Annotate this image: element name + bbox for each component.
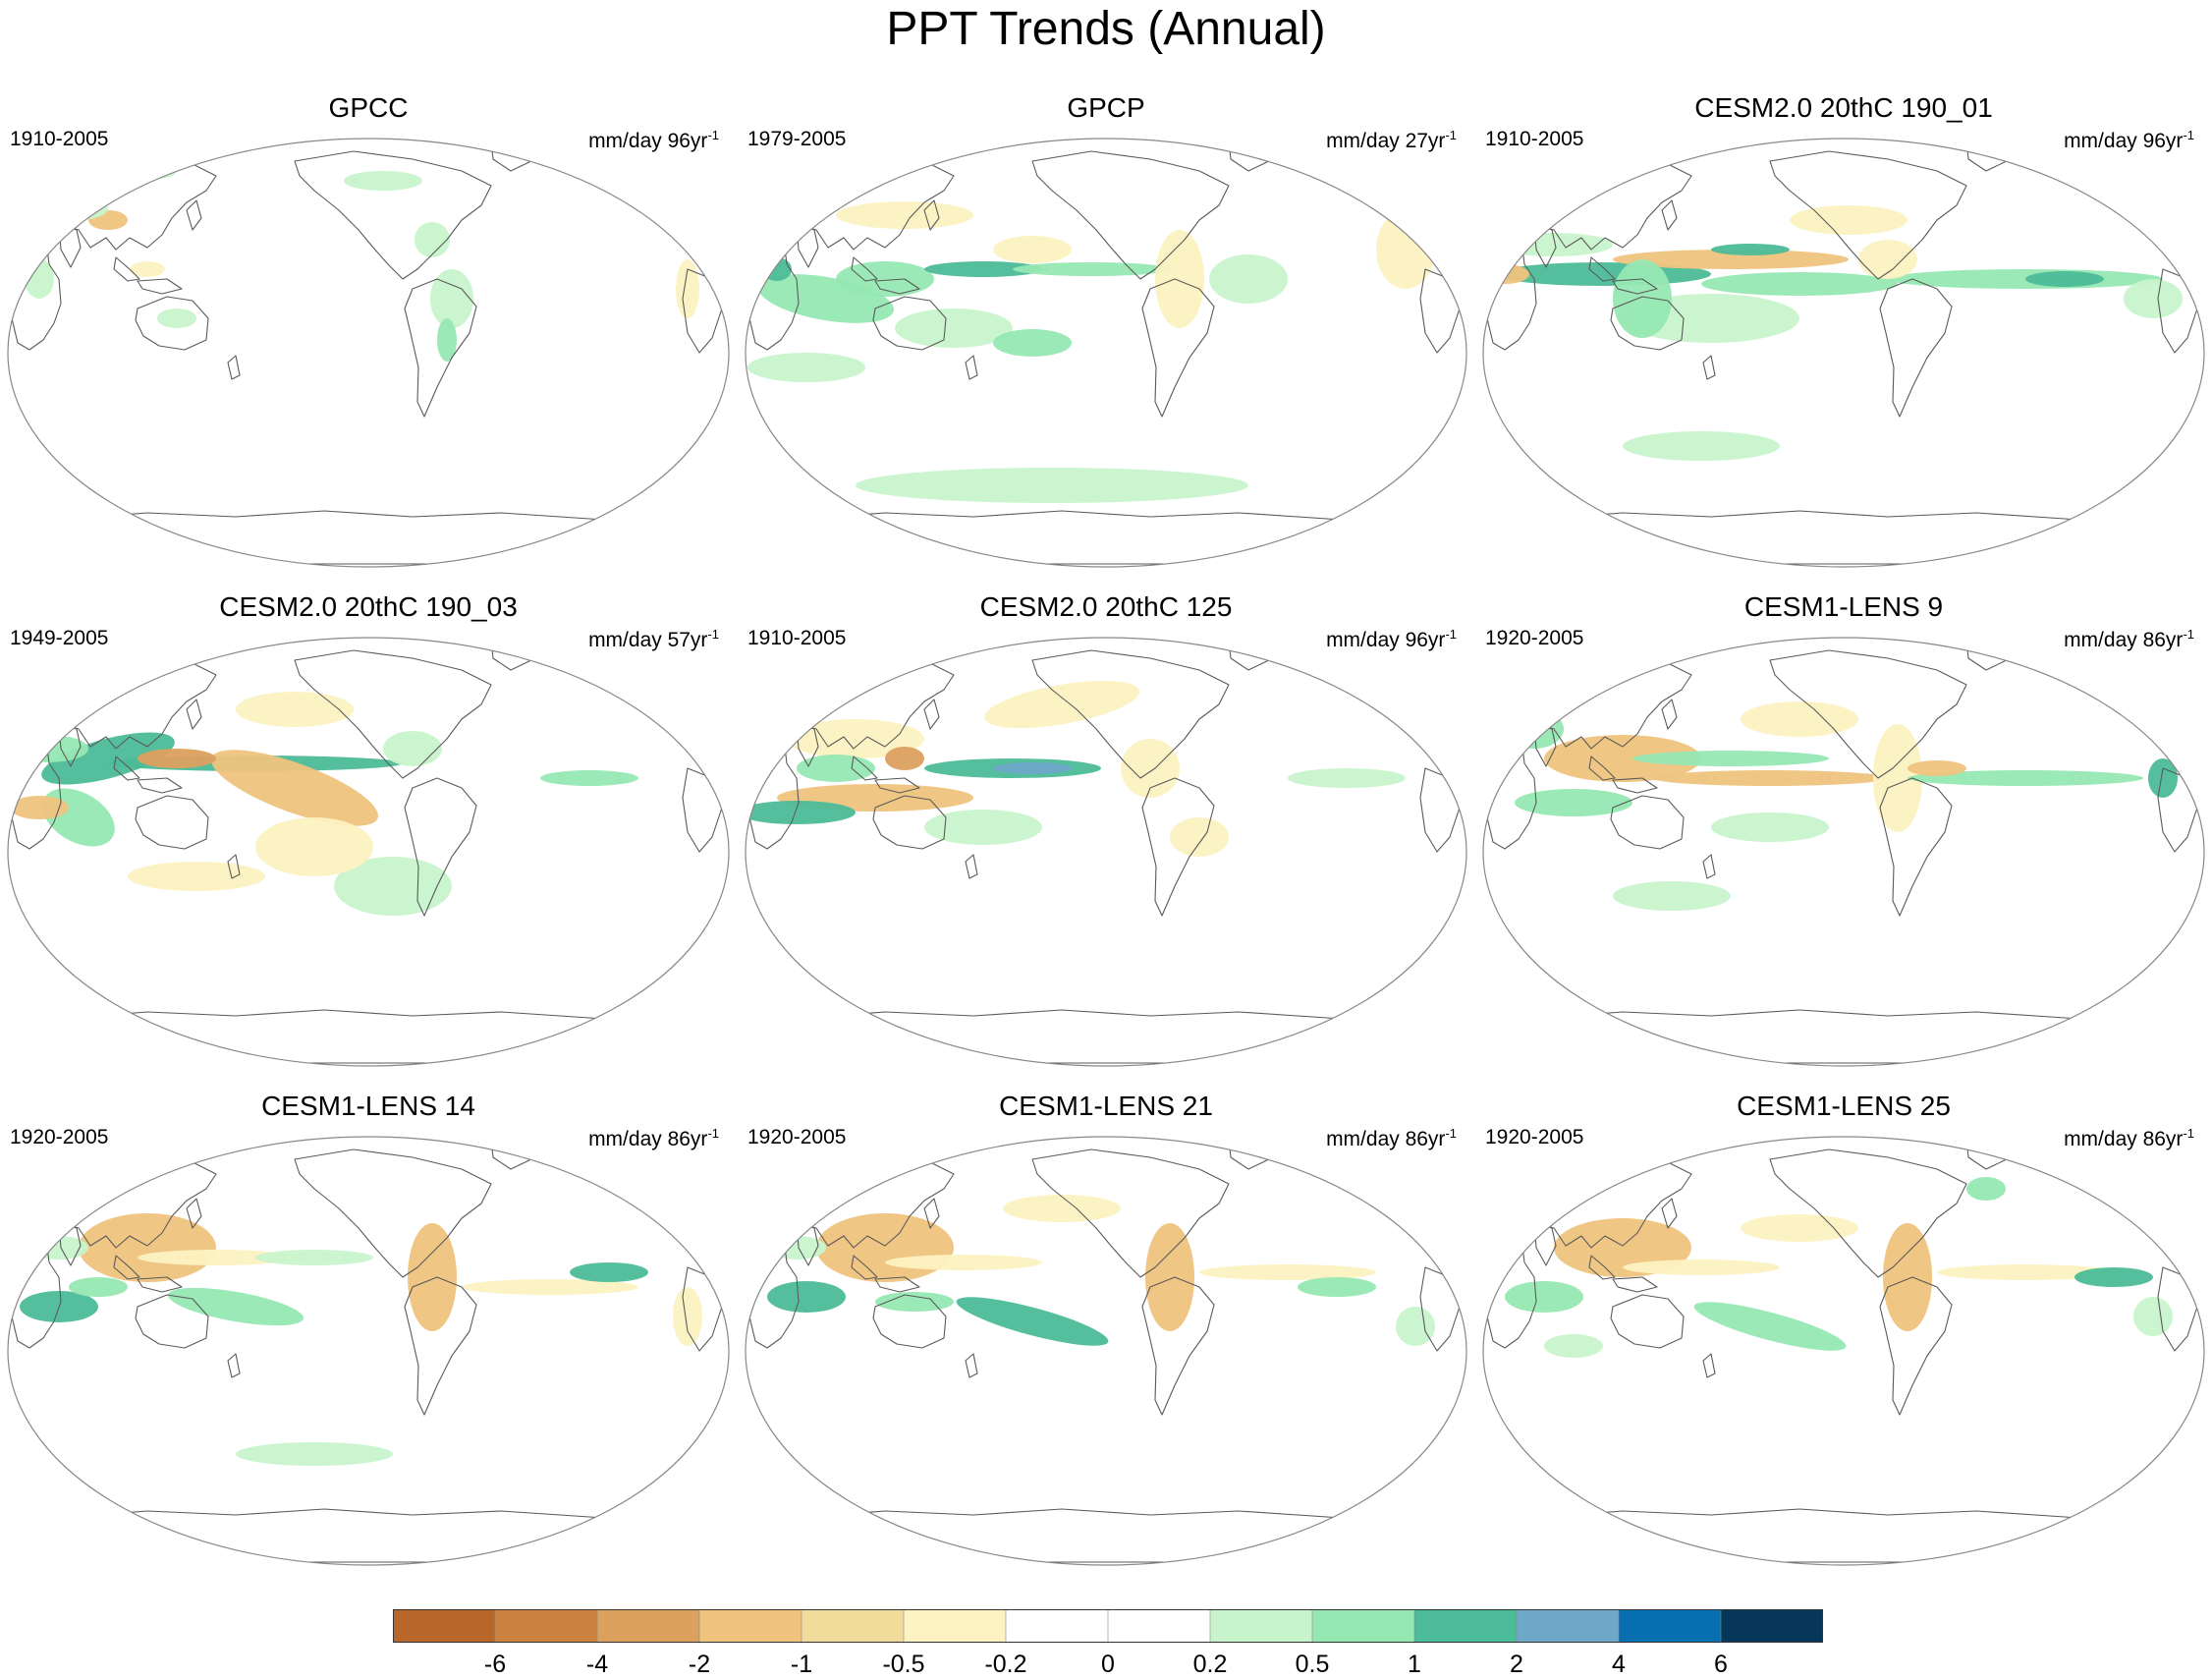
colorbar [393,1609,1823,1643]
period-label: 1910-2005 [10,128,109,150]
colorbar-tick-label: 0.5 [1295,1651,1330,1678]
trend-map [1482,1136,2205,1566]
panel-cesm2-125: CESM2.0 20thC 125 1910-2005 mm/day 96yr-… [738,589,1474,1071]
panel-cesm1-lens-21: CESM1-LENS 21 1920-2005 mm/day 86yr-1 [738,1089,1474,1570]
panel-cesm1-lens-14: CESM1-LENS 14 1920-2005 mm/day 86yr-1 [0,1089,737,1570]
trend-map [745,1136,1467,1566]
colorbar-swatch [1517,1609,1620,1643]
trend-map [7,138,730,568]
colorbar-tick-label: -0.2 [984,1651,1027,1678]
period-label: 1920-2005 [1485,1126,1584,1148]
panel-title: GPCP [1067,92,1145,123]
period-label: 1920-2005 [10,1126,109,1148]
period-label: 1949-2005 [10,627,109,649]
units-label: mm/day 86yr-1 [1326,1126,1457,1150]
trend-map [745,138,1467,568]
panel-title: CESM2.0 20thC 125 [979,591,1233,622]
units-label: mm/day 96yr-1 [2064,128,2194,152]
colorbar-swatch [1414,1609,1518,1643]
units-label: mm/day 86yr-1 [2064,1126,2194,1150]
trend-map [745,637,1467,1067]
units-label: mm/day 86yr-1 [2064,627,2194,651]
period-label: 1920-2005 [1485,627,1584,649]
units-label: mm/day 27yr-1 [1326,128,1457,152]
colorbar-swatch [802,1609,905,1643]
panel-title: CESM1-LENS 25 [1737,1091,1951,1121]
panel-cesm2-190-01: CESM2.0 20thC 190_01 1910-2005 mm/day 96… [1475,90,2212,572]
colorbar-swatch [1108,1609,1211,1643]
colorbar-tick-label: -4 [585,1651,609,1678]
colorbar-swatch [904,1609,1007,1643]
colorbar-tick-label: 2 [1510,1651,1523,1678]
panel-title: CESM1-LENS 9 [1743,591,1944,622]
colorbar-tick-label: 6 [1714,1651,1728,1678]
colorbar-swatch [393,1609,496,1643]
panel-cesm1-lens-9: CESM1-LENS 9 1920-2005 mm/day 86yr-1 [1475,589,2212,1071]
colorbar-swatch [495,1609,598,1643]
colorbar-tick-label: -2 [688,1651,711,1678]
panel-title: CESM1-LENS 14 [261,1091,475,1121]
units-label: mm/day 57yr-1 [588,627,719,651]
colorbar-swatch [1721,1609,1823,1643]
colorbar-tick-label: 1 [1408,1651,1421,1678]
period-label: 1979-2005 [747,128,847,150]
panel-cesm2-190-03: CESM2.0 20thC 190_03 1949-2005 mm/day 57… [0,589,737,1071]
colorbar-swatch [699,1609,802,1643]
colorbar-swatch [1619,1609,1722,1643]
period-label: 1910-2005 [1485,128,1584,150]
panel-cesm1-lens-25: CESM1-LENS 25 1920-2005 mm/day 86yr-1 [1475,1089,2212,1570]
colorbar-tick-label: -0.5 [882,1651,925,1678]
panel-title: GPCC [328,92,409,123]
colorbar-swatch [1312,1609,1415,1643]
colorbar-tick-label: 0 [1101,1651,1115,1678]
main-title: PPT Trends (Annual) [886,3,1326,55]
units-label: mm/day 96yr-1 [588,128,719,152]
colorbar-tick-label: 0.2 [1192,1651,1228,1678]
panel-gpcc: GPCC 1910-2005 mm/day 96yr-1 [0,90,737,572]
panel-title: CESM2.0 20thC 190_03 [219,591,518,622]
trend-map [1482,637,2205,1067]
colorbar-swatch [1006,1609,1109,1643]
colorbar-swatch [597,1609,700,1643]
period-label: 1920-2005 [747,1126,847,1148]
trend-map [7,637,730,1067]
colorbar-tick-label: -1 [790,1651,813,1678]
trend-map [1482,138,2205,568]
colorbar-tick-label: -6 [483,1651,507,1678]
units-label: mm/day 96yr-1 [1326,627,1457,651]
panel-title: CESM1-LENS 21 [999,1091,1213,1121]
panel-gpcp: GPCP 1979-2005 mm/day 27yr-1 [738,90,1474,572]
colorbar-swatch [1210,1609,1313,1643]
panel-title: CESM2.0 20thC 190_01 [1694,92,1993,123]
colorbar-tick-label: 4 [1612,1651,1626,1678]
units-label: mm/day 86yr-1 [588,1126,719,1150]
period-label: 1910-2005 [747,627,847,649]
trend-map [7,1136,730,1566]
